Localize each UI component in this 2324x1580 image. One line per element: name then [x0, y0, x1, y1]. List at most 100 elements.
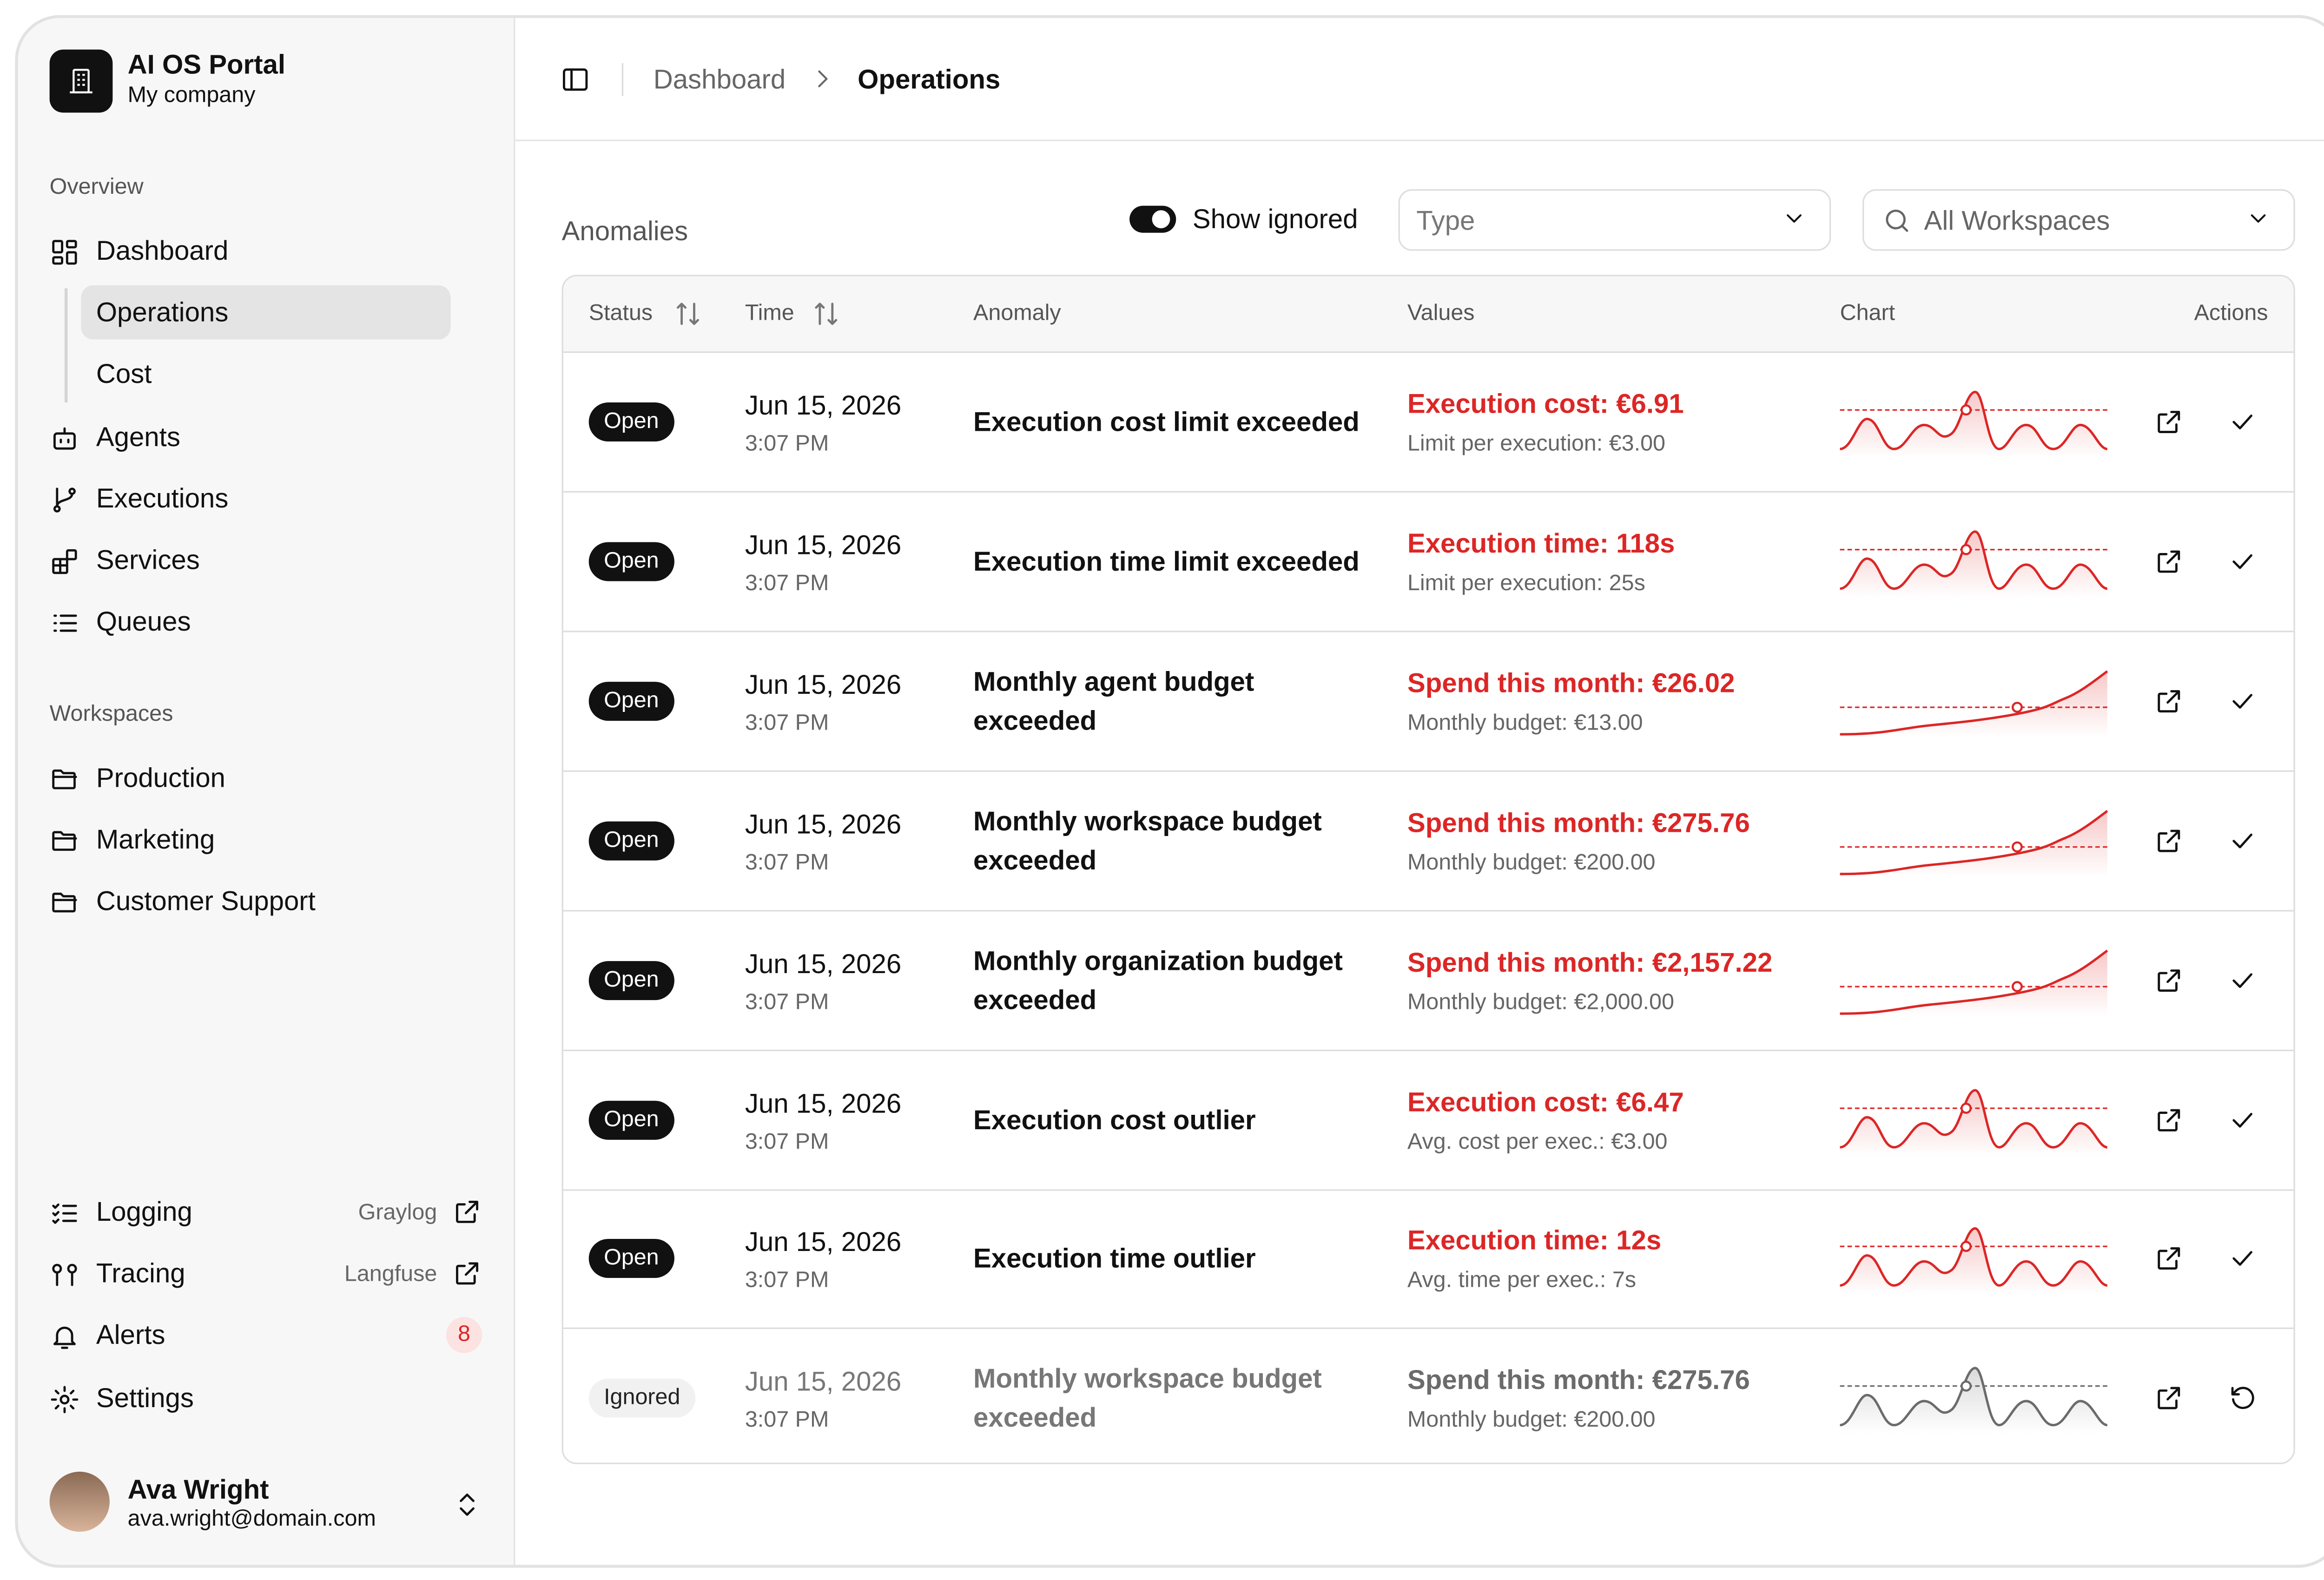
user-email: ava.wright@domain.com	[127, 1506, 376, 1532]
status-badge: Ignored	[588, 1379, 695, 1418]
logo	[49, 49, 113, 113]
nav-item[interactable]: Dashboard	[96, 236, 229, 266]
nav-item[interactable]: Logging	[96, 1197, 192, 1227]
workspace-select[interactable]: All Workspaces	[1862, 189, 2295, 251]
check-button[interactable]	[2227, 1105, 2258, 1135]
section-title: Anomalies	[561, 216, 688, 246]
value: Execution time: 12s	[1407, 1226, 1662, 1256]
value: Execution cost: €6.91	[1407, 388, 1684, 419]
status-badge: Open	[588, 402, 674, 442]
check-button[interactable]	[2227, 965, 2258, 995]
open-button[interactable]	[2154, 965, 2184, 995]
column-header: Anomaly	[973, 300, 1061, 326]
status-badge: Open	[588, 821, 674, 860]
sparkline	[1840, 1367, 2108, 1435]
nav-item[interactable]: Marketing	[96, 824, 215, 855]
open-button[interactable]	[2154, 407, 2184, 437]
nav-icon	[51, 1385, 79, 1413]
open-button[interactable]	[2154, 686, 2184, 716]
date: Jun 15, 2026	[745, 530, 902, 560]
open-button[interactable]	[2154, 1105, 2184, 1135]
select-placeholder: Type	[1416, 205, 1475, 236]
column-header: Values	[1407, 300, 1475, 326]
column-header: Chart	[1840, 300, 1895, 326]
open-button[interactable]	[2154, 825, 2184, 856]
sort-button[interactable]	[673, 299, 703, 329]
restore-button[interactable]	[2227, 1383, 2258, 1414]
sparkline	[1840, 1088, 2108, 1156]
time: 3:07 PM	[745, 849, 829, 875]
nav-item[interactable]: Executions	[96, 483, 229, 514]
table-row: Open Jun 15, 2026 3:07 PM Execution cost li…	[563, 353, 2294, 493]
select-value: All Workspaces	[1924, 205, 2110, 236]
limit: Monthly budget: €2,000.00	[1407, 989, 1674, 1015]
external-link[interactable]	[452, 1197, 482, 1227]
date: Jun 15, 2026	[745, 948, 902, 979]
value: Execution time: 118s	[1407, 528, 1675, 559]
toggle[interactable]	[1129, 205, 1176, 233]
limit: Monthly budget: €13.00	[1407, 710, 1643, 736]
status-badge: Open	[588, 1100, 674, 1139]
check-button[interactable]	[2227, 407, 2258, 437]
nav-icon	[53, 615, 77, 632]
chevron	[1787, 214, 1802, 223]
nav-icon	[53, 427, 76, 449]
nav-icon	[53, 487, 76, 513]
breadcrumb[interactable]: Dashboard	[653, 64, 786, 95]
time: 3:07 PM	[745, 1407, 829, 1433]
tree-line	[64, 288, 67, 403]
limit: Monthly budget: €200.00	[1407, 1407, 1656, 1433]
table-header	[563, 276, 2294, 353]
sort-button[interactable]	[811, 299, 841, 329]
status-badge: Open	[588, 681, 674, 721]
nav-item[interactable]: Tracing	[96, 1258, 185, 1289]
value: Spend this month: €275.76	[1407, 1365, 1750, 1396]
limit: Monthly budget: €200.00	[1407, 849, 1656, 875]
open-button[interactable]	[2154, 546, 2184, 577]
nav-item[interactable]: Cost	[96, 359, 152, 390]
table-row: Ignored Jun 15, 2026 3:07 PM Monthly worksp…	[563, 1330, 2294, 1463]
nav-hint: Langfuse	[344, 1262, 437, 1288]
column-header: Actions	[2194, 300, 2268, 326]
nav-item[interactable]: Agents	[96, 421, 180, 452]
open-button[interactable]	[2154, 1244, 2184, 1274]
value: Spend this month: €2,157.22	[1407, 947, 1773, 977]
limit: Avg. time per exec.: 7s	[1407, 1268, 1637, 1294]
nav-icon	[52, 769, 77, 790]
date: Jun 15, 2026	[745, 1227, 902, 1258]
sparkline	[1840, 1228, 2108, 1295]
check-button[interactable]	[2227, 546, 2258, 577]
sidebar-toggle[interactable]	[560, 65, 590, 95]
nav-item[interactable]: Alerts	[96, 1320, 165, 1351]
check-button[interactable]	[2227, 825, 2258, 856]
table-row: Open Jun 15, 2026 3:07 PM Execution cost ou…	[563, 1050, 2294, 1190]
chevron	[2251, 214, 2266, 223]
nav-item[interactable]: Production	[96, 763, 225, 793]
type-select[interactable]: Type	[1398, 189, 1831, 251]
nav-item[interactable]: Services	[96, 545, 200, 575]
date: Jun 15, 2026	[745, 1088, 902, 1118]
nav-item[interactable]: Customer Support	[96, 886, 316, 917]
status-badge: Open	[588, 1239, 674, 1279]
nav-item[interactable]: Queues	[96, 607, 191, 637]
column-header: Time	[745, 300, 794, 326]
time: 3:07 PM	[745, 989, 829, 1015]
user-menu[interactable]	[452, 1490, 482, 1520]
value: Spend this month: €26.02	[1407, 668, 1735, 698]
anomaly: Execution time limit exceeded	[973, 546, 1360, 577]
external-link[interactable]	[452, 1259, 482, 1289]
check-button[interactable]	[2227, 686, 2258, 716]
time: 3:07 PM	[745, 1268, 829, 1294]
check-button[interactable]	[2227, 1244, 2258, 1274]
nav-icon	[52, 1264, 77, 1287]
date: Jun 15, 2026	[745, 669, 902, 700]
open-button[interactable]	[2154, 1383, 2184, 1414]
sparkline	[1840, 530, 2108, 598]
anomaly: Execution time outlier	[973, 1244, 1256, 1274]
limit: Limit per execution: 25s	[1407, 570, 1645, 596]
nav-item[interactable]: Operations	[96, 297, 229, 328]
sparkline	[1840, 670, 2108, 737]
nav-item[interactable]: Settings	[96, 1382, 194, 1413]
anomaly: Execution cost limit exceeded	[973, 407, 1360, 437]
